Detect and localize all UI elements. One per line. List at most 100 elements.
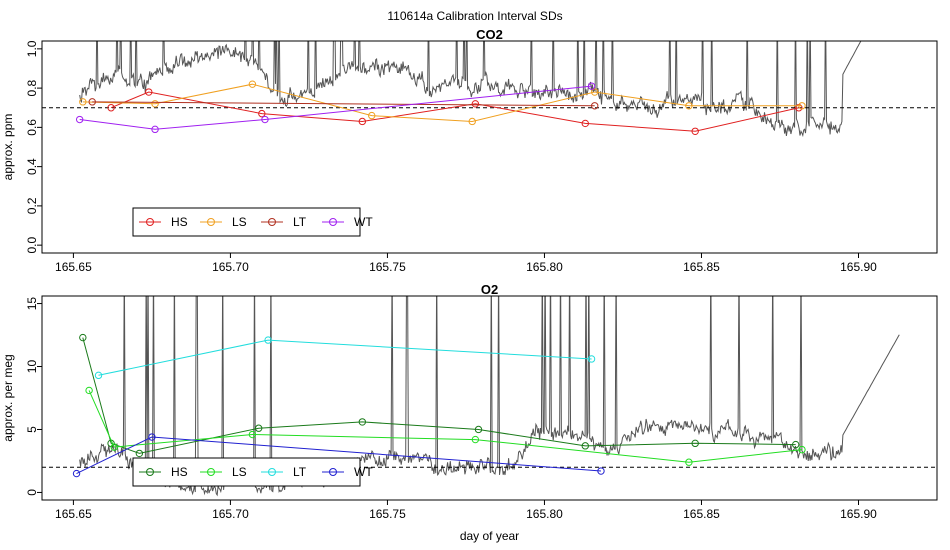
o2-x-tick-label: 165.75 xyxy=(369,507,406,521)
o2-point-hs xyxy=(135,449,144,458)
co2-point-wt xyxy=(261,115,269,124)
o2-line-lt xyxy=(98,339,592,376)
co2-y-tick-label: 1.0 xyxy=(25,40,39,57)
o2-point-hs xyxy=(791,440,800,449)
co2-point-hs xyxy=(691,127,699,135)
co2-point-ls xyxy=(798,102,806,110)
co2-legend-marker xyxy=(146,218,154,226)
co2-legend-label: LS xyxy=(232,215,247,229)
co2-point-ls xyxy=(468,117,476,126)
o2-legend-item-ls: LS xyxy=(200,465,247,479)
o2-point-ls xyxy=(110,443,118,451)
o2-point-ls xyxy=(798,445,806,454)
o2-legend-item-hs: HS xyxy=(139,465,188,479)
o2-legend-item-wt: WT xyxy=(322,465,373,479)
o2-legend-marker xyxy=(329,468,337,476)
o2-x-axis-label: day of year xyxy=(460,529,519,543)
o2-legend-marker xyxy=(207,468,215,476)
o2-point-hs xyxy=(691,439,699,448)
co2-legend-item-ls: LS xyxy=(200,215,247,229)
o2-point-ls xyxy=(471,435,480,444)
co2-y-tick-label: 0.2 xyxy=(25,197,39,214)
o2-y-tick-label: 10 xyxy=(25,360,39,374)
co2-legend-label: LT xyxy=(293,215,307,229)
o2-point-lt xyxy=(587,355,596,363)
o2-plot-frame xyxy=(41,295,938,501)
co2-point-hs xyxy=(581,119,589,128)
co2-point-wt xyxy=(75,115,84,124)
o2-point-hs xyxy=(474,425,483,434)
co2-legend-label: HS xyxy=(171,215,188,229)
co2-point-ls xyxy=(591,88,599,96)
o2-panel-title: O2 xyxy=(481,282,498,297)
o2-series-wt xyxy=(72,433,605,478)
co2-legend-marker xyxy=(268,218,276,226)
o2-x-tick-label: 165.80 xyxy=(526,507,563,521)
co2-x-tick-label: 165.70 xyxy=(212,260,249,274)
o2-series-lt xyxy=(94,336,596,380)
o2-point-lt xyxy=(264,336,272,344)
co2-point-lt xyxy=(88,98,96,106)
o2-legend-label: WT xyxy=(354,465,373,479)
co2-x-tick-label: 165.75 xyxy=(369,260,406,274)
o2-series-ls xyxy=(85,386,806,466)
o2-y-tick-label: 5 xyxy=(25,426,39,433)
co2-legend-marker xyxy=(207,218,215,226)
co2-legend-item-hs: HS xyxy=(139,215,188,229)
co2-point-ls xyxy=(151,100,159,108)
co2-legend: HS LS LT WT xyxy=(132,207,373,237)
figure-title: 110614a Calibration Interval SDs xyxy=(387,9,562,23)
co2-point-hs xyxy=(358,117,367,126)
o2-legend-item-lt: LT xyxy=(261,465,307,479)
o2-panel: O2 165.65 165.70 165.75 165.80 165.85 165.90 0 5… xyxy=(1,282,938,543)
o2-line-hs xyxy=(82,337,796,454)
o2-x-tick-label: 165.65 xyxy=(55,507,92,521)
co2-line-hs xyxy=(110,91,799,132)
co2-panel-title: CO2 xyxy=(476,27,503,42)
co2-point-wt xyxy=(151,125,159,134)
co2-x-tick-label: 165.65 xyxy=(55,260,92,274)
o2-x-tick-label: 165.85 xyxy=(683,507,720,521)
o2-y-tick-label: 15 xyxy=(25,297,39,311)
co2-point-wt xyxy=(587,82,596,90)
co2-point-hs xyxy=(471,100,480,108)
co2-point-ls xyxy=(248,80,257,88)
co2-line-lt xyxy=(92,101,595,107)
co2-point-hs xyxy=(107,104,115,112)
co2-line-wt xyxy=(79,85,592,130)
o2-point-ls xyxy=(685,458,693,466)
co2-legend-item-wt: WT xyxy=(322,215,373,229)
o2-point-hs xyxy=(581,442,589,450)
co2-series-wt xyxy=(75,82,596,134)
co2-y-tick-label: 0.4 xyxy=(25,158,39,175)
co2-y-tick-label: 0.8 xyxy=(25,79,39,96)
co2-point-ls xyxy=(368,111,376,120)
o2-point-hs xyxy=(79,333,87,342)
o2-legend-label: LT xyxy=(293,465,307,479)
co2-point-hs xyxy=(258,109,266,118)
co2-series-lt xyxy=(88,98,599,110)
co2-y-tick-label: 0.6 xyxy=(25,119,39,136)
o2-point-wt xyxy=(597,467,605,475)
co2-series-ls xyxy=(79,80,806,126)
o2-legend-marker xyxy=(146,468,154,476)
co2-x-tick-label: 165.90 xyxy=(840,260,877,274)
co2-legend-marker xyxy=(329,218,337,226)
co2-point-ls xyxy=(79,98,87,106)
o2-legend-label: HS xyxy=(171,465,188,479)
co2-point-lt xyxy=(591,102,599,110)
o2-point-lt xyxy=(94,371,103,380)
o2-point-wt xyxy=(72,469,81,478)
o2-y-axis-label: approx. per meg xyxy=(1,354,15,441)
o2-y-tick-label: 0 xyxy=(25,489,39,496)
o2-point-hs xyxy=(254,424,263,432)
co2-x-tick-label: 165.80 xyxy=(526,260,563,274)
co2-point-ls xyxy=(685,102,693,110)
o2-line-wt xyxy=(76,436,602,475)
o2-series-hs xyxy=(79,333,800,458)
co2-panel: CO2 165.65 165.70 165.75 165.80 165.85 165.90 0… xyxy=(1,27,938,274)
o2-point-wt xyxy=(148,433,156,441)
o2-legend: HS LS LT WT xyxy=(132,457,373,487)
o2-x-tick-label: 165.70 xyxy=(212,507,249,521)
